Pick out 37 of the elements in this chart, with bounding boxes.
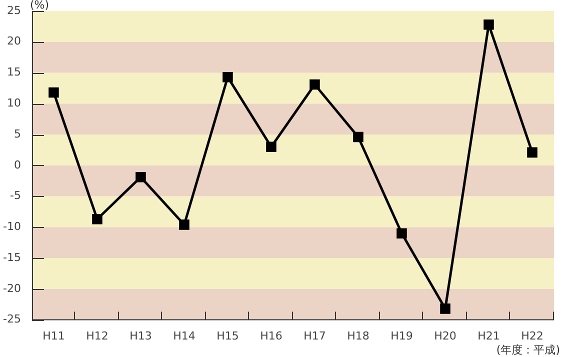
y-tick-label: 20 [6,34,21,48]
x-tick-label: H18 [347,329,370,342]
point [484,19,494,30]
x-tick-label: H15 [216,329,239,342]
point [48,87,59,98]
y-tick-label: -15 [3,250,21,264]
x-tick-label: H17 [304,329,326,342]
y-tick-label: 5 [14,127,21,140]
y-tick-label: -25 [3,312,21,326]
y-tick-label: 25 [6,4,21,17]
y-tick-label: 15 [6,66,21,79]
y-tick-label: 10 [6,96,21,110]
x-tick-label: H16 [260,329,282,342]
point [396,228,407,238]
y-tick-label: -5 [10,189,21,202]
point [222,72,233,82]
point [136,172,146,182]
y-tick-label: -10 [3,220,21,234]
x-tick-label: H13 [130,329,152,342]
point [527,147,538,158]
point [92,214,102,224]
x-tick-label: H19 [390,329,413,342]
x-tick-label: H11 [42,329,65,342]
point [266,142,276,152]
point [179,220,190,230]
x-tick-label: H12 [86,329,108,342]
y-axis-title: (%) [30,0,50,12]
x-tick-label: H20 [434,329,456,342]
point [310,79,320,90]
x-tick-label: H21 [478,329,500,342]
x-tick-label: H22 [521,329,544,342]
point [440,304,450,314]
x-tick-label: H14 [173,329,196,342]
y-tick-label: -20 [3,282,21,295]
y-tick-label: 0 [14,158,21,172]
point [353,132,364,142]
x-axis-title: (年度：平成) [496,343,560,356]
